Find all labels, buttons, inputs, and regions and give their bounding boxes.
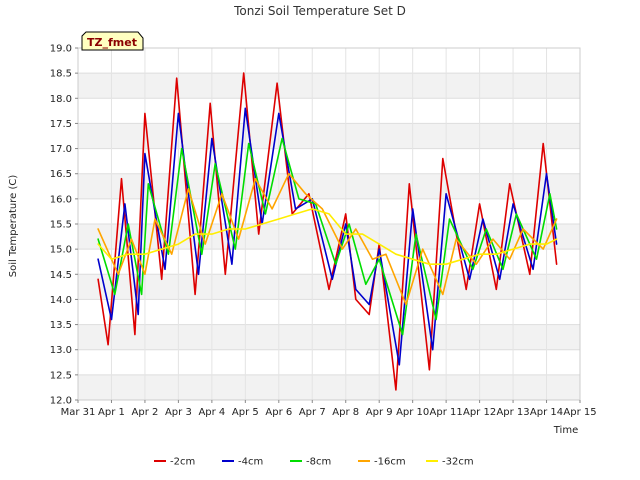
chart-title: Tonzi Soil Temperature Set D (233, 4, 406, 18)
x-tick-label: Apr 13 (496, 407, 529, 418)
station-tag-label: TZ_fmet (87, 36, 137, 49)
legend-label: -4cm (238, 457, 263, 468)
y-tick-label: 13.5 (50, 320, 72, 331)
station-tag-box (81, 31, 144, 51)
plot-band (78, 299, 580, 325)
plot-band (78, 123, 580, 149)
y-tick-label: 14.5 (50, 270, 72, 281)
y-tick-label: 15.0 (50, 245, 72, 256)
y-tick-label: 18.5 (50, 69, 72, 80)
x-tick-label: Apr 11 (430, 407, 463, 418)
x-tick-label: Apr 6 (265, 407, 292, 418)
y-tick-label: 12.5 (50, 370, 72, 381)
x-tick-label: Apr 8 (332, 407, 359, 418)
series-line-8cm (97, 137, 558, 336)
series-line-2cm (97, 72, 558, 391)
x-tick-label: Apr 10 (396, 407, 429, 418)
x-tick-label: Apr 9 (366, 407, 393, 418)
x-axis-ticks: Mar 31 Apr 1 Apr 2 Apr 3 Apr 4 Apr 5 Apr 6 Apr … (61, 400, 597, 418)
plot-band (78, 173, 580, 199)
y-tick-label: 16.0 (50, 194, 72, 205)
x-tick-label: Mar 31 (61, 407, 96, 418)
plot-band (78, 374, 580, 400)
plot-band (78, 324, 580, 350)
y-tick-label: 14.0 (50, 295, 72, 306)
y-axis-ticks: 12.0 12.5 13.0 13.5 14.0 14.5 15.0 15.5 16.0 16.5… (50, 44, 78, 407)
y-tick-label: 19.0 (50, 44, 72, 55)
y-tick-label: 17.0 (50, 144, 72, 155)
series-line-4cm (97, 107, 558, 366)
station-tag: TZ_fmet (81, 31, 144, 51)
x-tick-label: Apr 5 (232, 407, 259, 418)
legend-label: -32cm (442, 457, 474, 468)
plot-band (78, 98, 580, 124)
y-tick-label: 16.5 (50, 169, 72, 180)
plot-band (78, 73, 580, 99)
y-tick-label: 17.5 (50, 119, 72, 130)
plot-band (78, 48, 580, 74)
y-tick-label: 15.5 (50, 220, 72, 231)
y-tick-label: 13.0 (50, 345, 72, 356)
legend-label: -16cm (374, 457, 406, 468)
x-tick-label: Apr 1 (98, 407, 125, 418)
x-tick-label: Apr 2 (132, 407, 159, 418)
legend-label: -8cm (306, 457, 331, 468)
x-tick-label: Apr 15 (563, 407, 596, 418)
x-tick-label: Apr 12 (463, 407, 496, 418)
y-tick-label: 12.0 (50, 396, 72, 407)
y-tick-label: 18.0 (50, 94, 72, 105)
x-tick-label: Apr 4 (198, 407, 225, 418)
plot-band (78, 349, 580, 375)
x-tick-label: Apr 3 (165, 407, 192, 418)
legend-label: -2cm (170, 457, 195, 468)
plot-band (78, 198, 580, 224)
y-axis-title: Soil Temperature (C) (8, 175, 19, 278)
plot-band (78, 148, 580, 174)
series-line-32cm (97, 208, 558, 266)
legend: -2cm -4cm -8cm -16cm -32cm (154, 457, 474, 468)
x-tick-label: Apr 14 (530, 407, 563, 418)
x-axis-title: Time (553, 425, 578, 436)
series-line-16cm (97, 172, 558, 306)
x-tick-label: Apr 7 (299, 407, 326, 418)
series-layer (97, 72, 558, 391)
